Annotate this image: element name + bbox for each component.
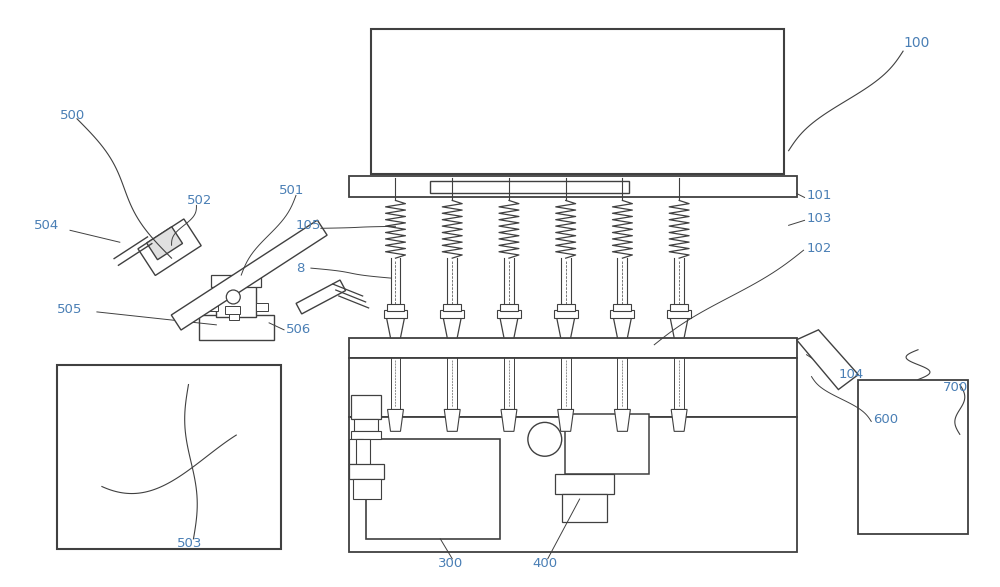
Circle shape: [226, 290, 240, 304]
Bar: [356, 439, 370, 484]
Bar: [57, 365, 281, 549]
Text: 100: 100: [903, 36, 929, 50]
Polygon shape: [444, 410, 460, 431]
Polygon shape: [797, 330, 858, 390]
Bar: [858, 380, 968, 534]
Bar: [199, 315, 274, 340]
Polygon shape: [443, 318, 461, 338]
Bar: [565, 414, 649, 474]
Bar: [610, 310, 634, 318]
Polygon shape: [614, 410, 630, 431]
Bar: [443, 304, 461, 311]
Bar: [349, 357, 797, 417]
Polygon shape: [500, 318, 518, 338]
Bar: [211, 275, 261, 287]
Polygon shape: [387, 318, 404, 338]
Bar: [366, 439, 500, 539]
Polygon shape: [613, 318, 631, 338]
Bar: [353, 479, 381, 499]
Text: 501: 501: [279, 184, 304, 197]
Text: 502: 502: [186, 194, 212, 207]
Text: 101: 101: [807, 189, 832, 202]
Text: 505: 505: [57, 303, 82, 316]
Bar: [371, 29, 784, 174]
Polygon shape: [670, 318, 688, 338]
Bar: [206, 303, 218, 311]
Bar: [256, 303, 268, 311]
Polygon shape: [296, 280, 346, 314]
Text: 500: 500: [60, 109, 85, 122]
Bar: [349, 417, 797, 552]
Text: 700: 700: [943, 381, 968, 394]
Bar: [667, 310, 691, 318]
Bar: [557, 304, 575, 311]
Bar: [229, 314, 239, 320]
Text: 102: 102: [807, 242, 832, 255]
Bar: [349, 439, 363, 464]
Text: 8: 8: [296, 262, 304, 275]
Bar: [225, 306, 240, 314]
Text: 504: 504: [34, 219, 59, 232]
Circle shape: [528, 423, 562, 456]
Polygon shape: [558, 410, 574, 431]
Text: 506: 506: [286, 323, 311, 336]
Bar: [354, 419, 378, 431]
Bar: [562, 494, 607, 522]
Polygon shape: [138, 219, 201, 275]
Text: 600: 600: [873, 413, 898, 426]
Bar: [349, 338, 797, 357]
Text: 503: 503: [177, 537, 202, 550]
Bar: [500, 304, 518, 311]
Polygon shape: [557, 318, 575, 338]
Polygon shape: [388, 410, 403, 431]
Polygon shape: [671, 410, 687, 431]
Bar: [349, 464, 384, 479]
Bar: [387, 304, 404, 311]
Polygon shape: [147, 227, 183, 259]
Bar: [384, 310, 407, 318]
Bar: [613, 304, 631, 311]
Bar: [216, 285, 256, 317]
Bar: [349, 176, 797, 197]
Text: 103: 103: [807, 212, 832, 225]
Text: 104: 104: [838, 368, 864, 381]
Bar: [440, 310, 464, 318]
Bar: [430, 181, 629, 194]
Bar: [555, 474, 614, 494]
Bar: [554, 310, 578, 318]
Bar: [351, 431, 381, 439]
Text: 400: 400: [532, 557, 557, 570]
Bar: [670, 304, 688, 311]
Text: 300: 300: [438, 557, 463, 570]
Polygon shape: [501, 410, 517, 431]
Polygon shape: [171, 220, 327, 330]
Bar: [497, 310, 521, 318]
Bar: [351, 394, 381, 419]
Text: 105: 105: [296, 219, 321, 232]
